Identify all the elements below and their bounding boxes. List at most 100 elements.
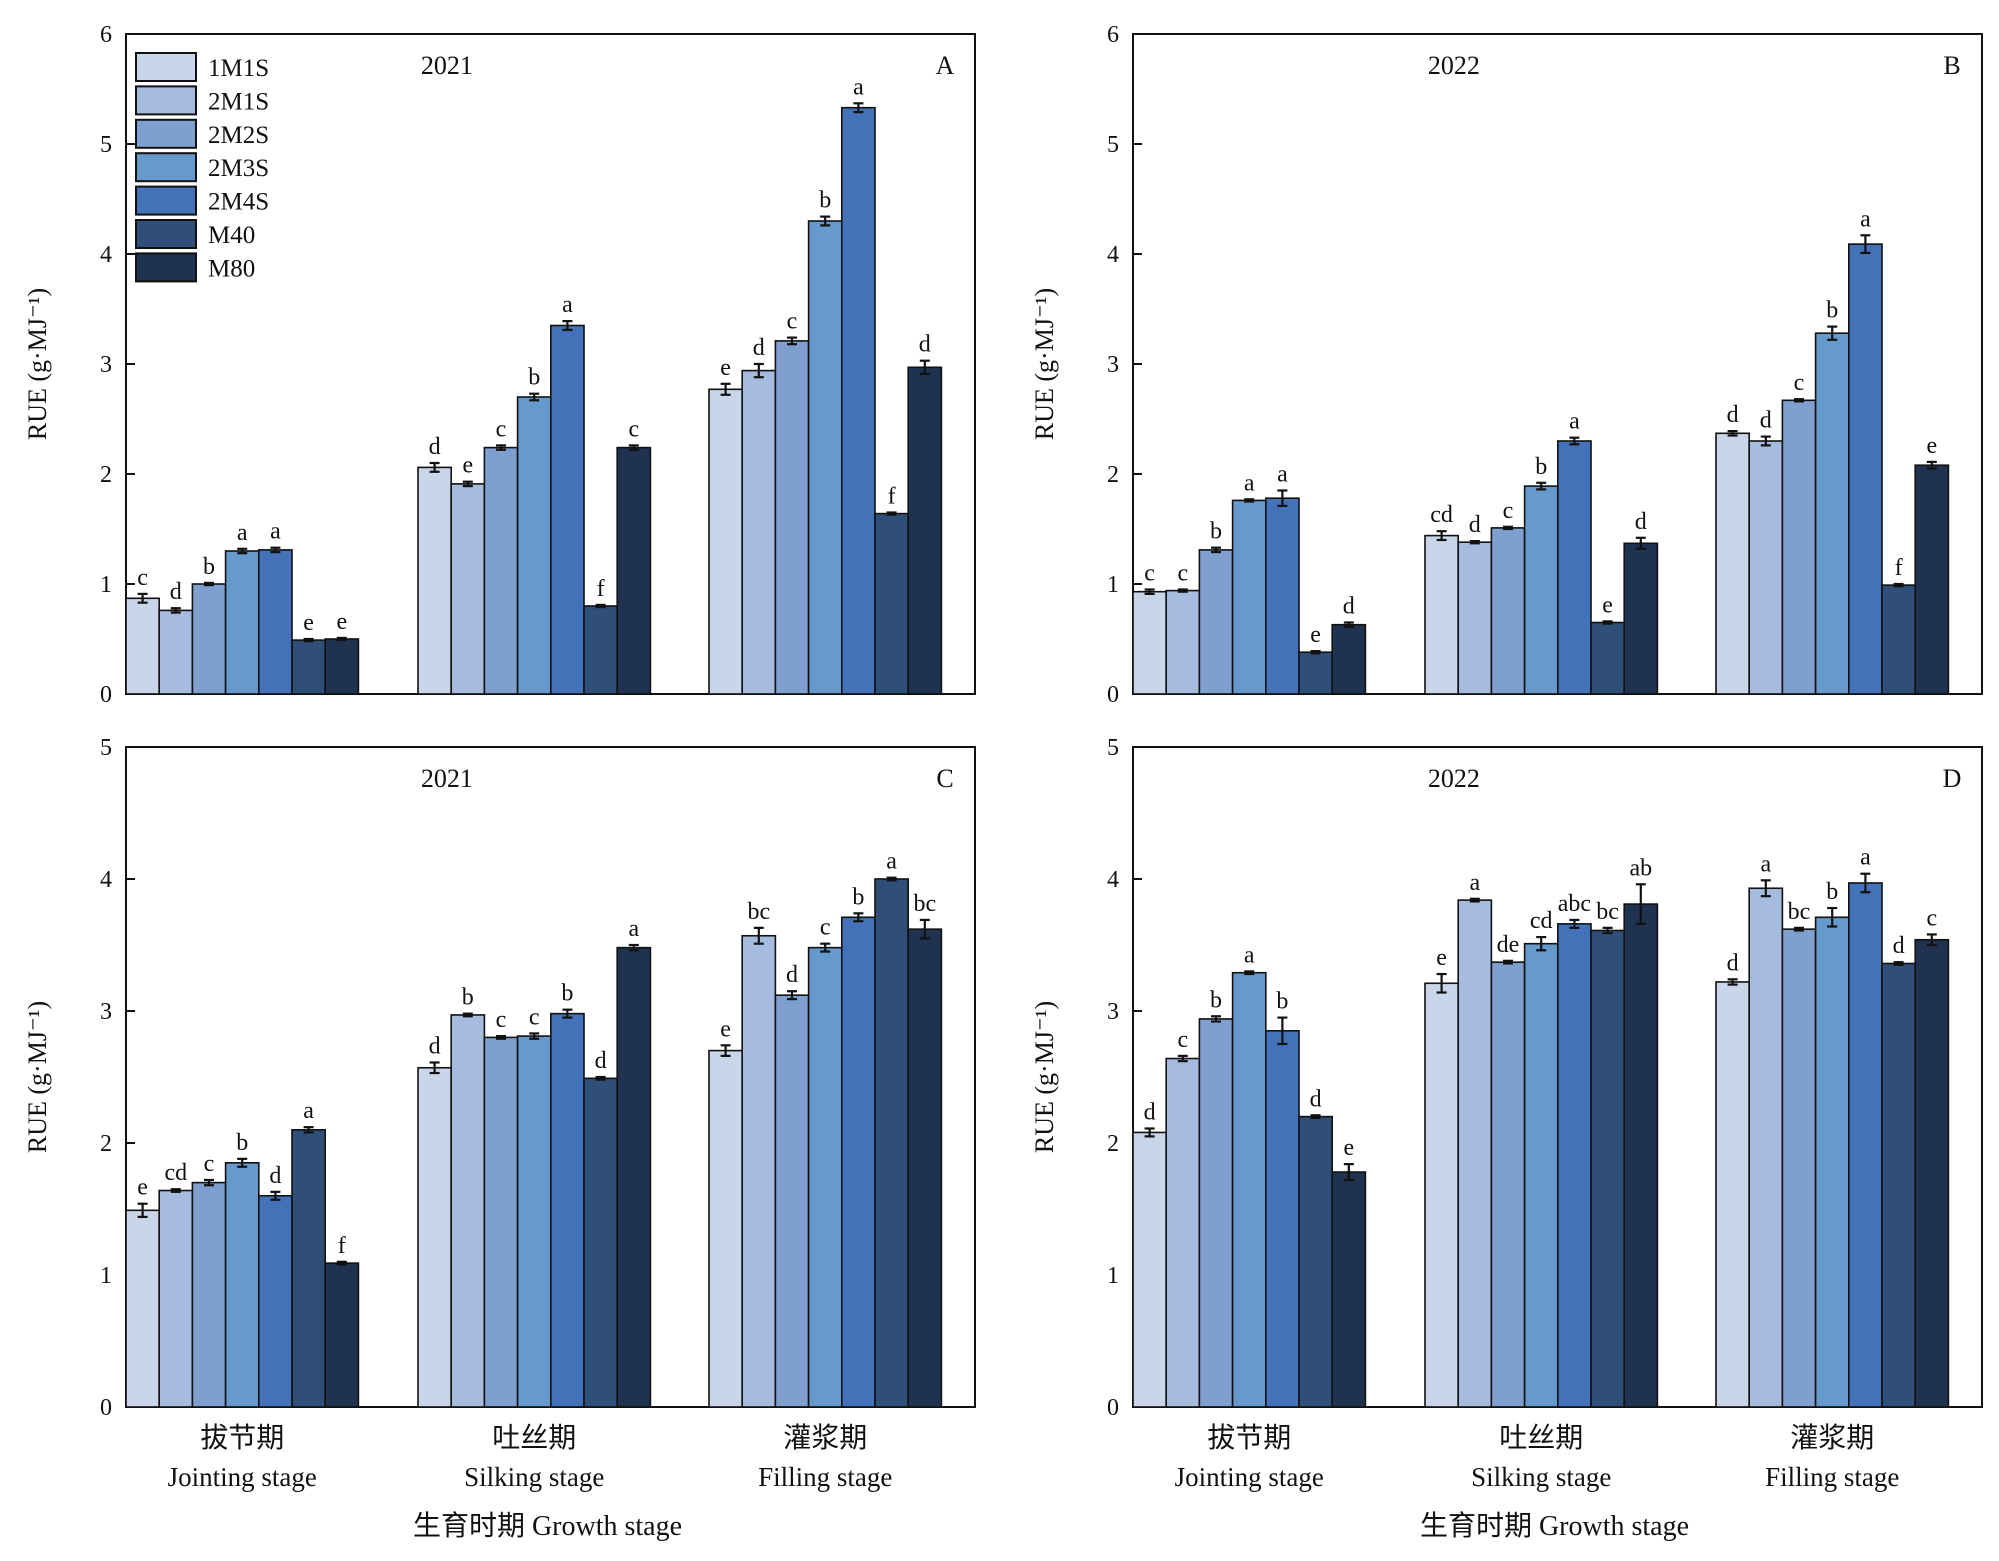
bar-2m1s	[1165, 1057, 1201, 1408]
legend-label: M80	[208, 255, 255, 282]
x-category-label-en: Filling stage	[1765, 1462, 1899, 1492]
bar-2m1s	[158, 1189, 194, 1408]
significance-label: a	[270, 519, 281, 545]
bar-2m3s	[224, 1162, 260, 1408]
bar-2m2s	[1490, 527, 1526, 695]
bar-m80	[616, 446, 652, 695]
bar-2m2s	[774, 340, 810, 695]
significance-label: c	[137, 565, 148, 591]
significance-label: b	[1276, 989, 1288, 1015]
x-category-label-en: Filling stage	[758, 1462, 892, 1492]
x-axis-title: 生育时期 Growth stage	[1420, 1510, 1689, 1542]
bar-2m4s	[257, 1195, 293, 1408]
significance-label: b	[1210, 987, 1222, 1013]
panel-title: 2021	[421, 51, 473, 80]
bar-2m2s	[191, 1181, 227, 1408]
bar-1m1s	[417, 466, 453, 695]
x-category-label-en: Silking stage	[464, 1462, 604, 1492]
bar-2m3s	[516, 396, 552, 695]
y-tick-label: 4	[100, 867, 112, 893]
bar-m40	[1298, 1115, 1334, 1408]
bar-2m3s	[1231, 971, 1267, 1408]
legend-label: 1M1S	[208, 55, 269, 82]
bar-2m2s	[1198, 1018, 1234, 1408]
bar-2m1s	[741, 369, 777, 695]
y-tick-label: 2	[100, 1131, 112, 1157]
significance-label: c	[496, 1007, 507, 1033]
legend-swatch-1m1s	[135, 52, 197, 82]
significance-label: cd	[1430, 502, 1453, 528]
panel-title: 2022	[1428, 51, 1480, 80]
significance-label: d	[429, 434, 441, 460]
significance-label: b	[203, 554, 215, 580]
y-tick-label: 3	[1107, 352, 1119, 378]
bar-m40	[291, 639, 327, 695]
bar-2m1s	[1748, 440, 1784, 695]
significance-label: cd	[1530, 908, 1553, 934]
significance-label: a	[1569, 409, 1580, 435]
bar-m80	[1331, 1171, 1367, 1408]
bar-2m2s	[774, 994, 810, 1408]
significance-label: c	[628, 416, 639, 442]
significance-label: d	[1727, 950, 1739, 976]
significance-label: b	[528, 365, 540, 391]
bar-m40	[1881, 962, 1917, 1408]
bar-1m1s	[1132, 1131, 1168, 1408]
y-tick-label: 0	[100, 1395, 112, 1421]
legend-label: 2M1S	[208, 88, 269, 115]
bar-2m3s	[1814, 332, 1850, 695]
significance-label: c	[204, 1151, 215, 1177]
bar-m80	[1331, 623, 1367, 695]
legend: 1M1S 2M1S 2M2S 2M3S 2M4S M40 M80	[135, 52, 269, 283]
significance-label: d	[1343, 594, 1355, 620]
bar-m40	[583, 1077, 619, 1408]
x-category-label-en: Silking stage	[1471, 1462, 1611, 1492]
significance-label: a	[1277, 462, 1288, 488]
bar-m40	[1881, 584, 1917, 695]
significance-label: e	[1343, 1135, 1354, 1161]
significance-label: b	[1826, 298, 1838, 324]
bar-2m4s	[1265, 497, 1300, 695]
y-axis-label: RUE (g·MJ⁻¹)	[23, 1001, 52, 1153]
significance-label: d	[1893, 933, 1905, 959]
bar-2m1s	[450, 1014, 486, 1408]
y-tick-label: 5	[1107, 132, 1119, 158]
significance-label: b	[462, 985, 474, 1011]
bar-2m3s	[1814, 916, 1850, 1408]
y-tick-label: 0	[1107, 1395, 1119, 1421]
x-category-label-cn: 灌浆期	[1790, 1422, 1874, 1454]
significance-label: c	[1177, 561, 1188, 587]
legend-swatch-m40	[135, 219, 197, 249]
significance-label: c	[1144, 561, 1155, 587]
significance-label: c	[1177, 1027, 1188, 1053]
significance-label: d	[1635, 509, 1647, 535]
y-axis-label: RUE (g·MJ⁻¹)	[23, 288, 52, 440]
significance-label: d	[786, 962, 798, 988]
panel-letter: D	[1943, 764, 1962, 793]
y-tick-label: 4	[1107, 867, 1119, 893]
significance-label: b	[852, 884, 864, 910]
bar-m40	[1590, 929, 1626, 1408]
bar-m80	[907, 366, 943, 695]
significance-label: bc	[747, 899, 770, 925]
bar-m40	[874, 878, 910, 1408]
bar-1m1s	[708, 1049, 744, 1408]
bar-2m2s	[1490, 961, 1526, 1408]
y-axis-label: RUE (g·MJ⁻¹)	[1030, 288, 1059, 440]
significance-label: c	[1503, 498, 1514, 524]
significance-label: a	[237, 520, 248, 546]
bar-2m2s	[483, 1036, 519, 1408]
panel-letter: C	[936, 764, 953, 793]
significance-label: bc	[913, 891, 936, 917]
y-tick-label: 5	[1107, 735, 1119, 761]
bar-m40	[1298, 651, 1334, 695]
bar-2m1s	[1165, 589, 1201, 695]
bar-2m3s	[1231, 499, 1267, 695]
bar-2m4s	[257, 549, 293, 695]
y-tick-label: 1	[1107, 572, 1119, 598]
significance-label: f	[338, 1233, 346, 1259]
bar-2m3s	[1523, 942, 1559, 1408]
